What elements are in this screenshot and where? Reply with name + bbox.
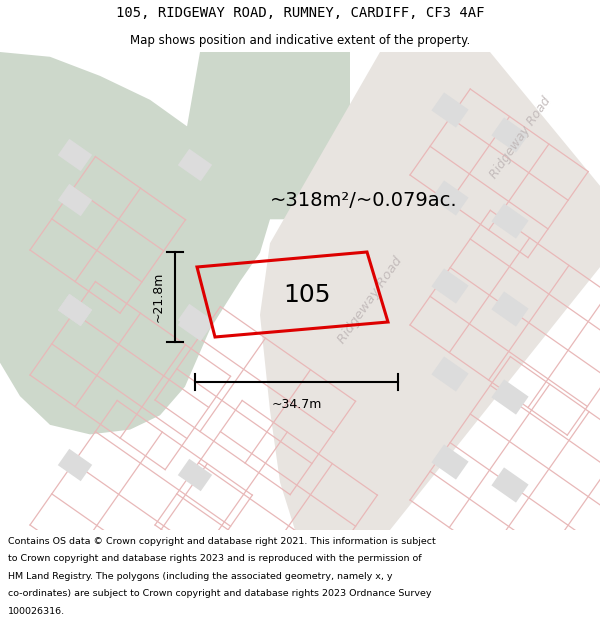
Polygon shape [58,449,92,481]
Polygon shape [491,379,529,414]
Text: HM Land Registry. The polygons (including the associated geometry, namely x, y: HM Land Registry. The polygons (includin… [8,572,392,581]
Polygon shape [58,294,92,326]
Polygon shape [431,268,469,304]
Polygon shape [178,304,212,336]
Polygon shape [185,52,350,219]
Polygon shape [178,459,212,491]
Polygon shape [58,184,92,216]
Polygon shape [58,294,92,326]
Text: ~318m²/~0.079ac.: ~318m²/~0.079ac. [270,191,458,209]
Text: 105, RIDGEWAY ROAD, RUMNEY, CARDIFF, CF3 4AF: 105, RIDGEWAY ROAD, RUMNEY, CARDIFF, CF3… [116,6,484,20]
Polygon shape [431,181,469,216]
Polygon shape [178,149,212,181]
Polygon shape [431,92,469,128]
Text: 105: 105 [283,282,331,306]
Polygon shape [491,468,529,502]
Text: co-ordinates) are subject to Crown copyright and database rights 2023 Ordnance S: co-ordinates) are subject to Crown copyr… [8,589,431,598]
Polygon shape [431,356,469,392]
Text: ~21.8m: ~21.8m [152,272,165,322]
Text: Map shows position and indicative extent of the property.: Map shows position and indicative extent… [130,34,470,47]
Text: Contains OS data © Crown copyright and database right 2021. This information is : Contains OS data © Crown copyright and d… [8,537,436,546]
Text: ~34.7m: ~34.7m [271,398,322,411]
Text: to Crown copyright and database rights 2023 and is reproduced with the permissio: to Crown copyright and database rights 2… [8,554,421,563]
Polygon shape [0,52,270,434]
Text: 100026316.: 100026316. [8,607,65,616]
Text: Ridgeway Road: Ridgeway Road [487,95,553,181]
Polygon shape [260,52,600,530]
Polygon shape [491,203,529,239]
Polygon shape [178,309,212,341]
Text: Ridgeway Road: Ridgeway Road [335,255,405,346]
Polygon shape [491,291,529,327]
Polygon shape [491,118,529,152]
Polygon shape [58,139,92,171]
Polygon shape [431,444,469,479]
